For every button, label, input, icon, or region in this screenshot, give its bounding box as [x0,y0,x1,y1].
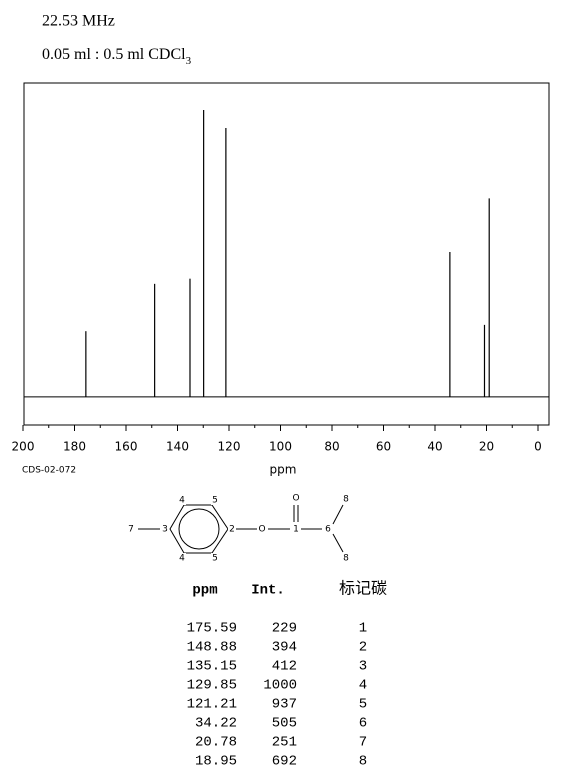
atom-label: 4 [179,496,185,506]
int-cell: 692 [272,754,297,770]
label-bg [127,524,135,534]
atom-label: O [258,525,265,535]
atom-label: 1 [293,525,299,535]
label-bg [258,524,266,534]
label-bg [211,495,219,505]
x-tick-label: 180 [63,440,86,454]
carbon-cell: 7 [359,735,367,751]
atom-label: 5 [212,496,218,506]
atom-label: 7 [128,525,134,535]
label-bg [178,495,186,505]
label-bg [292,524,300,534]
int-cell: 1000 [263,678,297,694]
table-header: ppm [192,583,217,599]
atom-label: 6 [325,525,331,535]
carbon-cell: 5 [359,697,367,713]
ppm-cell: 148.88 [187,640,237,656]
atom-label: 8 [343,554,349,564]
atom-label: 5 [212,554,218,564]
ppm-cell: 135.15 [187,659,237,675]
x-tick-label: 40 [427,440,442,454]
ppm-cell: 20.78 [195,735,237,751]
table-header: Int. [251,583,285,599]
int-cell: 229 [272,621,297,637]
x-axis-label: ppm [270,463,297,477]
int-cell: 937 [272,697,297,713]
atom-label: O [292,494,299,504]
x-tick-label: 80 [324,440,339,454]
label-bg [161,524,169,534]
label-bg [211,553,219,563]
x-tick-label: 200 [12,440,35,454]
carbon-cell: 3 [359,659,367,675]
bond [332,533,344,553]
carbon-cell: 8 [359,754,367,770]
sample: 0.05 ml : 0.5 ml CDCl3 [42,46,192,67]
label-bg [342,494,350,504]
x-tick-label: 160 [115,440,138,454]
x-tick-label: 20 [479,440,494,454]
int-cell: 505 [272,716,297,732]
carbon-cell: 1 [359,621,367,637]
carbon-cell: 4 [359,678,367,694]
int-cell: 251 [272,735,297,751]
table-header: 标记碳 [339,580,387,598]
ppm-cell: 18.95 [195,754,237,770]
label-bg [178,553,186,563]
spectrum-code: CDS-02-072 [22,466,76,476]
sample-text: 0.05 ml : 0.5 ml CDCl [42,46,186,63]
atom-label: 2 [229,525,235,535]
label-bg [292,493,300,503]
ppm-cell: 175.59 [187,621,237,637]
label-bg [324,524,332,534]
ppm-cell: 121.21 [187,697,237,713]
atom-label: 3 [162,525,168,535]
frequency: 22.53 MHz [42,13,115,30]
ppm-cell: 34.22 [195,716,237,732]
bond [332,504,344,525]
x-tick-label: 60 [376,440,391,454]
carbon-cell: 6 [359,716,367,732]
aromatic-circle [178,508,220,550]
sample-subscript: 3 [186,55,192,67]
x-tick-label: 100 [269,440,292,454]
int-cell: 412 [272,659,297,675]
label-bg [342,553,350,563]
label-bg [228,524,236,534]
atom-label: 4 [179,554,185,564]
atom-label: 8 [343,495,349,505]
plot-frame [23,82,550,426]
int-cell: 394 [272,640,297,656]
x-tick-label: 120 [218,440,241,454]
x-tick-label: 140 [166,440,189,454]
carbon-cell: 2 [359,640,367,656]
x-tick-label: 0 [534,440,542,454]
ppm-cell: 129.85 [187,678,237,694]
